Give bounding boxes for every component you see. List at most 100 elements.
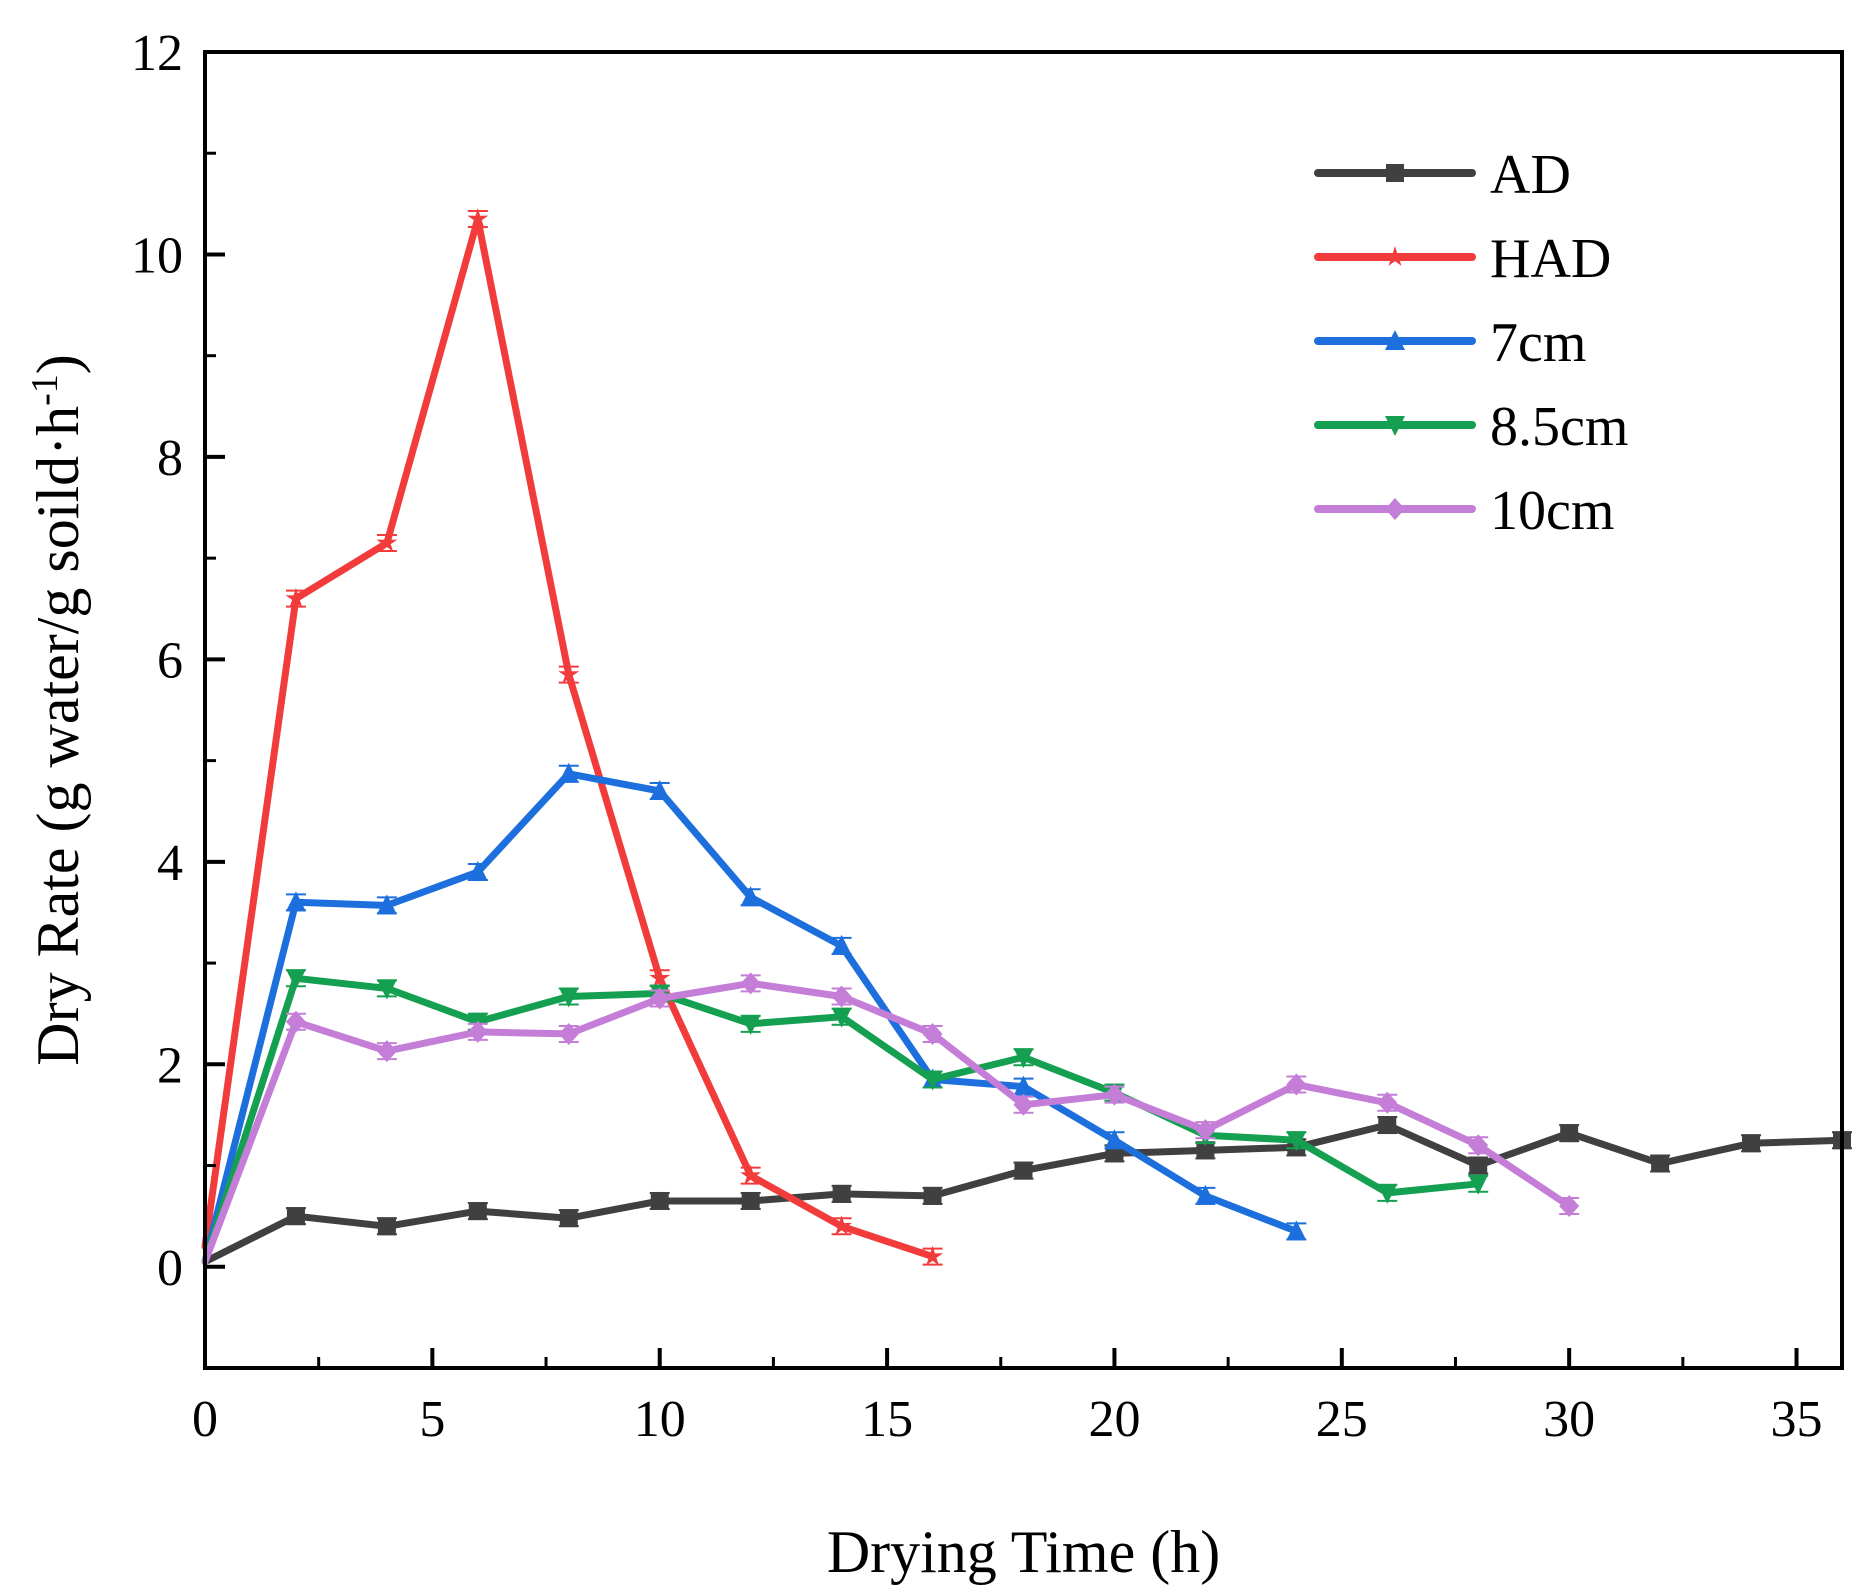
data-point-8-5cm <box>1468 1174 1489 1195</box>
data-point-7cm <box>285 891 306 912</box>
data-point-10cm <box>1104 1083 1125 1106</box>
legend-entry-8-5cm: 8.5cm <box>1314 396 1628 458</box>
data-point-ad <box>650 1191 669 1210</box>
data-point-10cm <box>1559 1195 1580 1218</box>
data-point-ad <box>832 1184 851 1203</box>
data-point-10cm <box>922 1022 943 1045</box>
data-point-7cm <box>740 886 761 907</box>
data-point-had <box>831 1215 853 1236</box>
series-ad <box>201 1116 1852 1266</box>
legend-marker <box>1385 498 1405 520</box>
data-point-had <box>922 1245 943 1266</box>
data-point-ad <box>377 1217 396 1236</box>
data-point-ad <box>1742 1134 1761 1153</box>
data-point-7cm <box>1013 1075 1034 1096</box>
x-tick-label: 35 <box>1771 1391 1823 1448</box>
legend-entry-10cm: 10cm <box>1314 480 1614 542</box>
series-had <box>201 208 943 1266</box>
data-point-8-5cm <box>831 1007 852 1028</box>
data-point-10cm <box>740 972 761 995</box>
data-point-7cm <box>1195 1184 1216 1205</box>
data-point-had <box>558 663 580 684</box>
y-axis-title-main: Dry Rate (g water/g soild·h <box>25 406 91 1066</box>
x-tick-label: 5 <box>419 1391 445 1448</box>
data-point-8-5cm <box>1377 1183 1398 1204</box>
x-tick-label: 20 <box>1088 1391 1140 1448</box>
legend-label: 10cm <box>1490 480 1614 542</box>
data-point-10cm <box>558 1022 579 1045</box>
x-tick-label: 25 <box>1316 1391 1368 1448</box>
legend-entry-7cm: 7cm <box>1314 312 1586 374</box>
x-tick-label: 0 <box>192 1391 218 1448</box>
data-point-8-5cm <box>922 1070 943 1091</box>
data-point-10cm <box>285 1010 306 1033</box>
series-layer <box>201 208 1852 1266</box>
data-point-7cm <box>831 934 852 955</box>
data-point-7cm <box>376 894 397 915</box>
legend-marker <box>1384 246 1406 266</box>
data-point-8-5cm <box>1013 1048 1034 1069</box>
data-point-10cm <box>1286 1073 1307 1096</box>
data-point-ad <box>1651 1154 1670 1173</box>
data-point-10cm <box>831 985 852 1008</box>
data-point-7cm <box>1286 1220 1307 1241</box>
data-point-ad <box>1014 1161 1033 1180</box>
y-tick-label: 2 <box>157 1037 183 1094</box>
data-point-8-5cm <box>740 1014 761 1035</box>
data-point-10cm <box>1468 1134 1489 1157</box>
data-point-8-5cm <box>376 979 397 1000</box>
data-point-ad <box>286 1207 305 1226</box>
x-tick-label: 15 <box>861 1391 913 1448</box>
data-point-had <box>467 208 489 228</box>
y-axis-title: Dry Rate (g water/g soild·h-1) <box>24 354 91 1065</box>
legend-entry-ad: AD <box>1314 144 1571 206</box>
data-point-10cm <box>376 1040 397 1063</box>
data-point-7cm <box>467 860 488 881</box>
legend-marker <box>1386 164 1404 182</box>
data-point-ad <box>1560 1124 1579 1143</box>
data-point-ad <box>741 1191 760 1210</box>
data-point-ad <box>559 1209 578 1228</box>
data-point-ad <box>1196 1141 1215 1160</box>
y-tick-label: 4 <box>157 835 183 892</box>
data-point-10cm <box>467 1020 488 1043</box>
data-point-7cm <box>558 762 579 783</box>
data-point-7cm <box>649 779 670 800</box>
x-axis-title: Drying Time (h) <box>827 1519 1220 1585</box>
legend-label: 7cm <box>1490 312 1586 374</box>
y-tick-label: 10 <box>131 227 183 284</box>
data-point-8-5cm <box>558 987 579 1008</box>
data-point-7cm <box>1104 1129 1125 1150</box>
y-tick-label: 0 <box>157 1240 183 1297</box>
data-point-10cm <box>1013 1093 1034 1116</box>
data-point-10cm <box>649 987 670 1010</box>
series-7cm <box>201 762 1307 1266</box>
data-point-ad <box>1378 1116 1397 1135</box>
series-line-10cm <box>201 979 1573 1266</box>
y-axis-title-close: ) <box>25 354 91 374</box>
y-axis-title-superscript: -1 <box>24 374 66 406</box>
legend-entry-had: HAD <box>1314 228 1611 290</box>
data-point-10cm <box>1195 1119 1216 1142</box>
legend-marker <box>1385 330 1405 350</box>
data-point-had <box>649 967 671 988</box>
series-line-ad <box>201 1121 1846 1266</box>
y-tick-label: 12 <box>131 25 183 82</box>
x-tick-label: 10 <box>634 1391 686 1448</box>
data-point-10cm <box>1377 1091 1398 1114</box>
data-point-8-5cm <box>285 969 306 990</box>
series-10cm <box>201 972 1580 1266</box>
data-point-8-5cm <box>1286 1131 1307 1152</box>
data-point-had <box>376 532 398 552</box>
y-tick-label: 6 <box>157 632 183 689</box>
series-line-had <box>201 215 937 1261</box>
x-tick-label: 30 <box>1543 1391 1595 1448</box>
plot-frame <box>203 50 1844 1370</box>
data-point-ad <box>1469 1156 1488 1175</box>
legend-label: HAD <box>1490 228 1611 290</box>
data-point-had <box>285 587 307 608</box>
data-point-ad <box>468 1202 487 1221</box>
data-point-had <box>740 1164 762 1185</box>
y-tick-label: 8 <box>157 430 183 487</box>
